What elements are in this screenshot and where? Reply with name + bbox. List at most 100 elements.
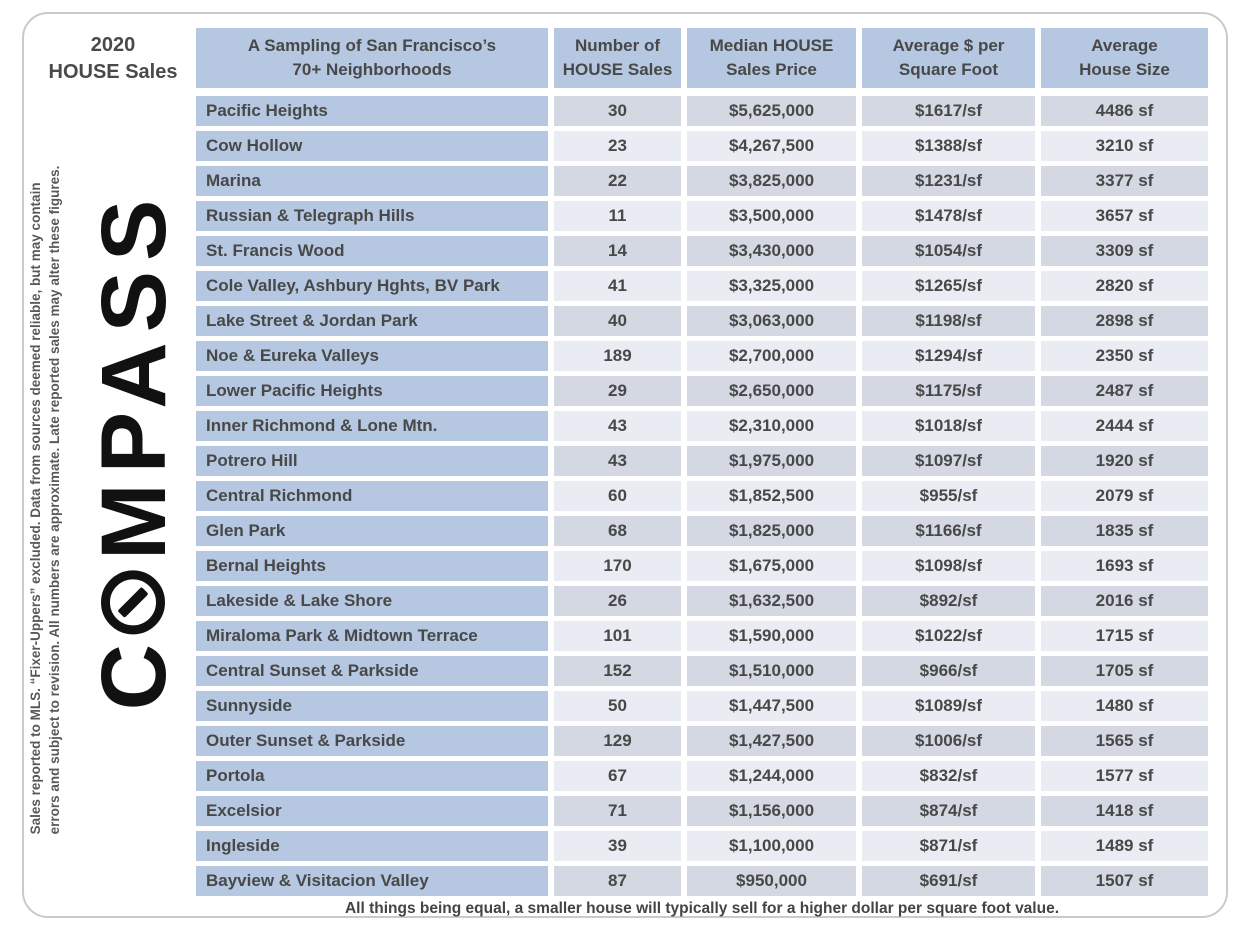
disclaimer-line-2: errors and subject to revision. All numb… (47, 165, 62, 835)
col-header-line: Median HOUSE (709, 36, 834, 55)
price-per-sf-value: $1175/sf (862, 376, 1035, 406)
table-header-row: A Sampling of San Francisco’s 70+ Neighb… (196, 28, 1208, 88)
median-price-value: $3,325,000 (687, 271, 856, 301)
neighborhood-name: Miraloma Park & Midtown Terrace (196, 621, 548, 651)
avg-size-value: 3309 sf (1041, 236, 1208, 266)
table-row: Cow Hollow 23 $4,267,500 $1388/sf 3210 s… (196, 131, 1208, 161)
sales-count-value: 189 (554, 341, 681, 371)
table-row: Bayview & Visitacion Valley 87 $950,000 … (196, 866, 1208, 896)
col-header-line: Average $ per (892, 36, 1005, 55)
table-row: Russian & Telegraph Hills 11 $3,500,000 … (196, 201, 1208, 231)
neighborhood-name: Lake Street & Jordan Park (196, 306, 548, 336)
price-per-sf-value: $691/sf (862, 866, 1035, 896)
title-label: HOUSE Sales (48, 61, 178, 83)
neighborhood-name: Bayview & Visitacion Valley (196, 866, 548, 896)
neighborhood-name: Cole Valley, Ashbury Hghts, BV Park (196, 271, 548, 301)
price-per-sf-value: $1478/sf (862, 201, 1035, 231)
median-price-value: $4,267,500 (687, 131, 856, 161)
median-price-value: $1,510,000 (687, 656, 856, 686)
price-per-sf-value: $1166/sf (862, 516, 1035, 546)
price-per-sf-value: $892/sf (862, 586, 1035, 616)
avg-size-value: 2444 sf (1041, 411, 1208, 441)
sales-count-value: 22 (554, 166, 681, 196)
avg-size-value: 1920 sf (1041, 446, 1208, 476)
neighborhood-name: Bernal Heights (196, 551, 548, 581)
median-price-value: $3,825,000 (687, 166, 856, 196)
price-per-sf-value: $1097/sf (862, 446, 1035, 476)
sales-count-value: 43 (554, 411, 681, 441)
price-per-sf-value: $1231/sf (862, 166, 1035, 196)
avg-size-value: 1715 sf (1041, 621, 1208, 651)
neighborhood-name: Lakeside & Lake Shore (196, 586, 548, 616)
median-price-value: $2,310,000 (687, 411, 856, 441)
compass-o-icon (101, 569, 165, 634)
disclaimer-line-1: Sales reported to MLS. “Fixer-Uppers” ex… (28, 182, 43, 835)
logo-letter-c: C (83, 633, 185, 711)
table-row: Lower Pacific Heights 29 $2,650,000 $117… (196, 376, 1208, 406)
avg-size-value: 1693 sf (1041, 551, 1208, 581)
median-price-value: $1,100,000 (687, 831, 856, 861)
avg-size-value: 3210 sf (1041, 131, 1208, 161)
sales-count-value: 71 (554, 796, 681, 826)
sales-count-value: 68 (554, 516, 681, 546)
table-row: Potrero Hill 43 $1,975,000 $1097/sf 1920… (196, 446, 1208, 476)
price-per-sf-value: $1006/sf (862, 726, 1035, 756)
col-header-line: Square Foot (898, 60, 999, 79)
sales-count-value: 60 (554, 481, 681, 511)
neighborhood-name: St. Francis Wood (196, 236, 548, 266)
neighborhood-name: Excelsior (196, 796, 548, 826)
sales-count-value: 39 (554, 831, 681, 861)
table-row: Marina 22 $3,825,000 $1231/sf 3377 sf (196, 166, 1208, 196)
neighborhood-name: Outer Sunset & Parkside (196, 726, 548, 756)
avg-size-value: 1480 sf (1041, 691, 1208, 721)
price-per-sf-value: $1089/sf (862, 691, 1035, 721)
avg-size-value: 2820 sf (1041, 271, 1208, 301)
col-header-neighborhoods: A Sampling of San Francisco’s 70+ Neighb… (196, 28, 548, 88)
table-row: Bernal Heights 170 $1,675,000 $1098/sf 1… (196, 551, 1208, 581)
col-header-median-price: Median HOUSE Sales Price (687, 28, 856, 88)
disclaimer-text: Sales reported to MLS. “Fixer-Uppers” ex… (26, 166, 64, 835)
neighborhood-name: Pacific Heights (196, 96, 548, 126)
table-row: Sunnyside 50 $1,447,500 $1089/sf 1480 sf (196, 691, 1208, 721)
title-year: 2020 (90, 34, 136, 56)
avg-size-value: 1565 sf (1041, 726, 1208, 756)
sales-count-value: 40 (554, 306, 681, 336)
table-row: Glen Park 68 $1,825,000 $1166/sf 1835 sf (196, 516, 1208, 546)
price-per-sf-value: $1388/sf (862, 131, 1035, 161)
sales-count-value: 29 (554, 376, 681, 406)
avg-size-value: 1507 sf (1041, 866, 1208, 896)
median-price-value: $5,625,000 (687, 96, 856, 126)
neighborhood-name: Russian & Telegraph Hills (196, 201, 548, 231)
table-row: Lakeside & Lake Shore 26 $1,632,500 $892… (196, 586, 1208, 616)
median-price-value: $2,650,000 (687, 376, 856, 406)
neighborhood-name: Lower Pacific Heights (196, 376, 548, 406)
table-row: Pacific Heights 30 $5,625,000 $1617/sf 4… (196, 96, 1208, 126)
sales-count-value: 11 (554, 201, 681, 231)
median-price-value: $1,825,000 (687, 516, 856, 546)
avg-size-value: 1705 sf (1041, 656, 1208, 686)
price-per-sf-value: $1018/sf (862, 411, 1035, 441)
page-title: 2020 HOUSE Sales (22, 32, 204, 86)
avg-size-value: 2350 sf (1041, 341, 1208, 371)
neighborhood-name: Noe & Eureka Valleys (196, 341, 548, 371)
median-price-value: $1,590,000 (687, 621, 856, 651)
median-price-value: $1,244,000 (687, 761, 856, 791)
avg-size-value: 1835 sf (1041, 516, 1208, 546)
avg-size-value: 2898 sf (1041, 306, 1208, 336)
table-row: Portola 67 $1,244,000 $832/sf 1577 sf (196, 761, 1208, 791)
neighborhood-name: Potrero Hill (196, 446, 548, 476)
price-per-sf-value: $1098/sf (862, 551, 1035, 581)
median-price-value: $1,852,500 (687, 481, 856, 511)
avg-size-value: 1489 sf (1041, 831, 1208, 861)
sales-count-value: 87 (554, 866, 681, 896)
sales-count-value: 41 (554, 271, 681, 301)
median-price-value: $3,063,000 (687, 306, 856, 336)
price-per-sf-value: $1054/sf (862, 236, 1035, 266)
neighborhood-name: Central Richmond (196, 481, 548, 511)
median-price-value: $3,430,000 (687, 236, 856, 266)
table-row: Central Sunset & Parkside 152 $1,510,000… (196, 656, 1208, 686)
col-header-house-size: Average House Size (1041, 28, 1208, 88)
table-row: Central Richmond 60 $1,852,500 $955/sf 2… (196, 481, 1208, 511)
price-per-sf-value: $966/sf (862, 656, 1035, 686)
sales-count-value: 14 (554, 236, 681, 266)
